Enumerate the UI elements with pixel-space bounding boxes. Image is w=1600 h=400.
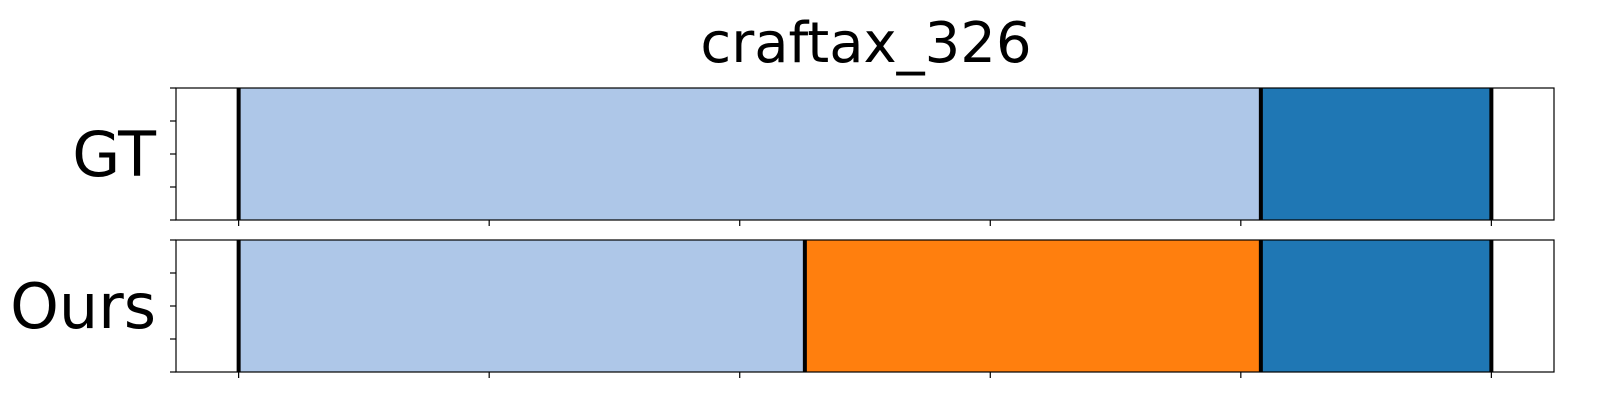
segment-2 xyxy=(804,240,1261,372)
row-label: Ours xyxy=(10,270,156,343)
segment-2 xyxy=(1260,88,1492,220)
row-gt: GT xyxy=(72,87,1555,226)
row-label: GT xyxy=(72,118,157,191)
segment-1 xyxy=(238,240,805,372)
row-ours: Ours xyxy=(10,239,1555,378)
segment-3 xyxy=(1260,240,1492,372)
chart-title: craftax_326 xyxy=(700,11,1031,76)
rows: GT Ours xyxy=(10,87,1555,378)
segment-1 xyxy=(238,88,1261,220)
